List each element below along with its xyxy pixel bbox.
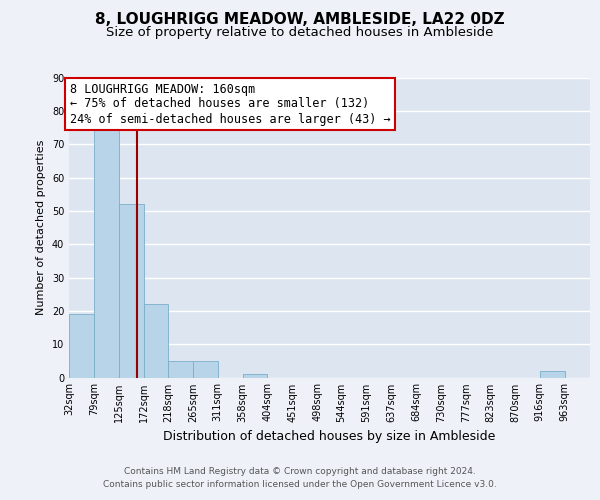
Bar: [242, 374, 267, 378]
Bar: [143, 304, 168, 378]
Text: Contains public sector information licensed under the Open Government Licence v3: Contains public sector information licen…: [103, 480, 497, 489]
Bar: [69, 314, 94, 378]
X-axis label: Distribution of detached houses by size in Ambleside: Distribution of detached houses by size …: [163, 430, 496, 443]
Bar: [94, 128, 119, 378]
Text: 8, LOUGHRIGG MEADOW, AMBLESIDE, LA22 0DZ: 8, LOUGHRIGG MEADOW, AMBLESIDE, LA22 0DZ: [95, 12, 505, 28]
Text: Size of property relative to detached houses in Ambleside: Size of property relative to detached ho…: [106, 26, 494, 39]
Text: 8 LOUGHRIGG MEADOW: 160sqm
← 75% of detached houses are smaller (132)
24% of sem: 8 LOUGHRIGG MEADOW: 160sqm ← 75% of deta…: [70, 82, 390, 126]
Bar: [193, 361, 218, 378]
Bar: [168, 361, 193, 378]
Bar: [119, 204, 143, 378]
Y-axis label: Number of detached properties: Number of detached properties: [36, 140, 46, 315]
Bar: [540, 371, 565, 378]
Text: Contains HM Land Registry data © Crown copyright and database right 2024.: Contains HM Land Registry data © Crown c…: [124, 467, 476, 476]
